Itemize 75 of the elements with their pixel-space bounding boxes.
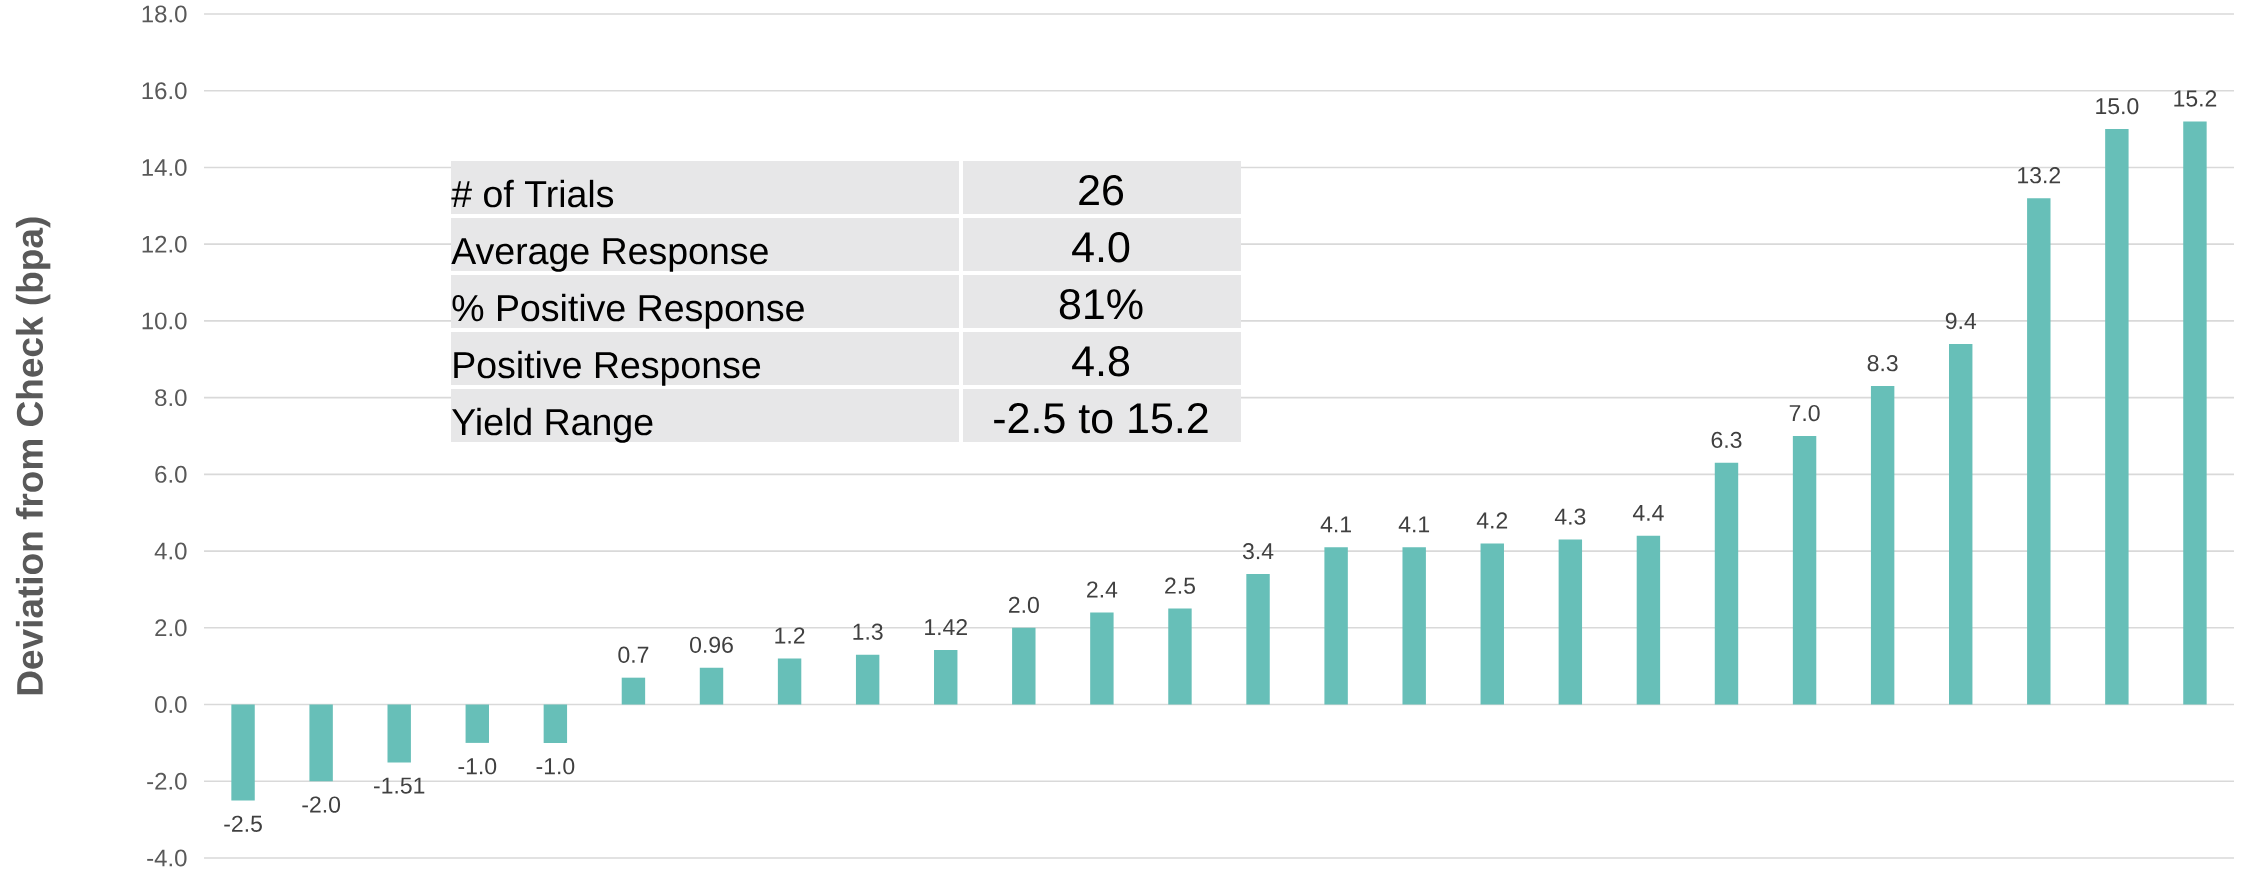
data-label: -1.51	[374, 777, 425, 794]
bar	[1870, 386, 1895, 705]
bar	[699, 667, 724, 705]
bar	[1714, 462, 1739, 705]
bar	[1168, 608, 1192, 705]
bar	[1792, 435, 1817, 705]
y-tick-label: 0.0	[155, 696, 187, 714]
y-tick-label: 12.0	[142, 235, 187, 253]
annotation: Positive Response	[454, 350, 761, 386]
bar	[2183, 121, 2207, 705]
annotation: 26	[1079, 174, 1124, 206]
data-label: 4.1	[1398, 516, 1430, 533]
annotation: 81%	[1059, 288, 1143, 320]
data-label: 2.5	[1165, 577, 1195, 594]
bar	[855, 654, 880, 705]
annotation: -2.5 to 15.2	[994, 402, 1208, 434]
bar	[2027, 198, 2051, 705]
bar	[231, 704, 255, 801]
data-label: -2.5	[224, 815, 262, 832]
annotation: 4.0	[1072, 231, 1130, 263]
bar	[1246, 574, 1270, 705]
data-label: 2.4	[1087, 581, 1118, 598]
data-label: -2.0	[302, 796, 341, 813]
data-label: 3.4	[1242, 543, 1274, 560]
y-tick-label: 6.0	[155, 465, 187, 483]
data-label: -1.0	[458, 758, 497, 775]
data-label: 4.3	[1554, 508, 1586, 525]
data-label: 1.3	[853, 623, 883, 640]
data-label: 4.4	[1632, 504, 1664, 521]
bar	[1636, 535, 1661, 705]
bar	[1949, 343, 1973, 705]
data-label: 15.0	[2096, 98, 2139, 115]
y-tick-label: -4.0	[147, 849, 187, 867]
y-tick-label: 8.0	[155, 389, 187, 407]
y-tick-label: -2.0	[147, 772, 187, 790]
y-tick-label: 10.0	[142, 312, 187, 330]
y-tick-label: 18.0	[142, 5, 187, 23]
data-label: 1.2	[775, 627, 805, 644]
y-tick-label: 2.0	[155, 619, 187, 637]
data-label: 6.3	[1711, 431, 1742, 449]
annotation: # of Trials	[451, 179, 614, 208]
data-label: -1.0	[536, 758, 575, 775]
data-label: 4.2	[1476, 512, 1508, 529]
y-tick-label: 4.0	[154, 542, 187, 560]
bar	[621, 677, 646, 705]
bar	[543, 704, 568, 743]
bar	[1480, 543, 1504, 705]
data-label: 0.7	[618, 646, 649, 663]
data-label: 4.1	[1320, 516, 1351, 533]
bar	[1402, 547, 1426, 705]
bar	[387, 704, 411, 763]
data-label: 13.2	[2018, 167, 2061, 184]
bar	[465, 704, 489, 743]
annotation: Yield Range	[452, 407, 653, 443]
bar	[777, 658, 802, 705]
data-label: 8.3	[1867, 355, 1898, 372]
data-label: 0.96	[690, 636, 733, 653]
y-axis-title: Deviation from Check (bpa)	[15, 217, 51, 695]
bar	[1012, 627, 1036, 705]
bar	[309, 704, 333, 782]
annotation: 4.8	[1072, 345, 1130, 377]
y-tick-label: 16.0	[142, 82, 187, 100]
data-label: 9.4	[1945, 312, 1977, 330]
data-label: 1.42	[925, 619, 967, 636]
y-tick-label: 14.0	[142, 158, 187, 176]
bar	[1558, 539, 1583, 705]
bar	[1090, 612, 1114, 705]
bar	[1324, 547, 1348, 705]
data-label: 15.2	[2174, 90, 2217, 107]
annotation: Average Response	[451, 238, 768, 272]
bar	[934, 650, 958, 705]
annotation: % Positive Response	[452, 293, 804, 329]
bar	[2105, 129, 2129, 705]
data-label: 7.0	[1789, 404, 1820, 422]
data-label: 2.0	[1008, 596, 1039, 614]
